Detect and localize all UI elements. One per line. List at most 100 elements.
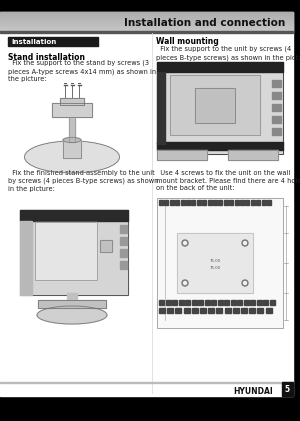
Ellipse shape [63,138,81,142]
Bar [228,150,278,160]
Bar [0,13,293,14]
Bar [272,116,281,123]
Bar [157,62,283,72]
Bar [52,103,92,117]
Bar [195,88,235,123]
Circle shape [184,242,187,245]
Bar [120,261,127,269]
Bar [100,240,112,252]
Text: HYUNDAI: HYUNDAI [233,386,273,395]
Bar [0,23,293,24]
Bar [166,300,170,305]
Text: Stand installation: Stand installation [8,53,85,62]
Bar [245,200,249,205]
Bar [200,308,206,313]
Bar [20,210,128,221]
Bar [67,293,77,303]
Text: Installation and connection: Installation and connection [124,18,285,28]
Bar [63,140,81,158]
Bar [211,300,216,305]
Bar [0,0,300,12]
Bar [240,200,244,205]
Bar [272,92,281,99]
Bar [159,308,165,313]
Bar [185,300,190,305]
Bar [250,300,255,305]
Bar [157,142,283,150]
Bar [282,382,293,396]
Ellipse shape [25,141,119,173]
Text: Fix the support to the stand by screws (3
pieces A-type screws 4x14 mm) as shown: Fix the support to the stand by screws (… [8,60,156,83]
Bar [60,98,84,105]
Bar [202,200,206,205]
Bar [213,200,217,205]
Bar [157,62,283,154]
Bar [172,300,177,305]
Text: 75.00: 75.00 [209,259,220,263]
Circle shape [244,282,247,285]
Bar [63,140,81,158]
Bar [170,200,174,205]
Bar [228,150,278,160]
Bar [181,200,184,205]
Bar [208,308,214,313]
Bar [224,200,228,205]
Bar [0,17,293,18]
Bar [170,75,260,135]
Bar [269,300,275,305]
Bar [0,31,293,32]
Bar [272,104,281,111]
Bar [69,110,75,142]
Bar [0,26,293,27]
Bar [0,29,293,30]
Text: 75.00: 75.00 [209,266,220,270]
Bar [230,300,236,305]
Bar [191,200,195,205]
Bar [192,308,198,313]
Bar [35,222,97,280]
Bar [0,382,293,383]
Bar [257,308,263,313]
Bar [0,14,293,15]
Bar [157,198,283,328]
Bar [241,308,247,313]
Bar [249,308,255,313]
Bar [0,19,293,20]
Bar [69,110,75,142]
Bar [157,72,165,144]
Text: Use 4 screws to fix the unit on the wall
mount bracket. Please find there are 4 : Use 4 screws to fix the unit on the wall… [156,170,300,192]
Bar [251,200,255,205]
Bar [256,300,262,305]
Bar [20,210,128,295]
Bar [38,300,106,308]
Bar [159,300,164,305]
Bar [191,300,196,305]
Bar [218,200,222,205]
Bar [0,20,293,21]
Bar [0,21,293,22]
Bar [157,62,283,154]
Bar [224,300,229,305]
Bar [157,150,207,160]
Bar [35,222,97,280]
Bar [170,75,260,135]
Bar [164,200,168,205]
Bar [218,300,223,305]
Bar [52,103,92,117]
Bar [177,233,253,293]
Bar [229,200,233,205]
Bar [0,24,293,25]
Bar [0,31,293,32]
Bar [177,233,253,293]
Text: Installation: Installation [11,38,56,45]
Circle shape [242,240,248,246]
Bar [237,300,242,305]
Bar [0,28,293,29]
Circle shape [184,282,187,285]
Bar [0,396,300,421]
Bar [38,300,106,308]
Bar [0,30,293,31]
Circle shape [182,240,188,246]
Bar [272,80,281,87]
Bar [60,98,84,105]
